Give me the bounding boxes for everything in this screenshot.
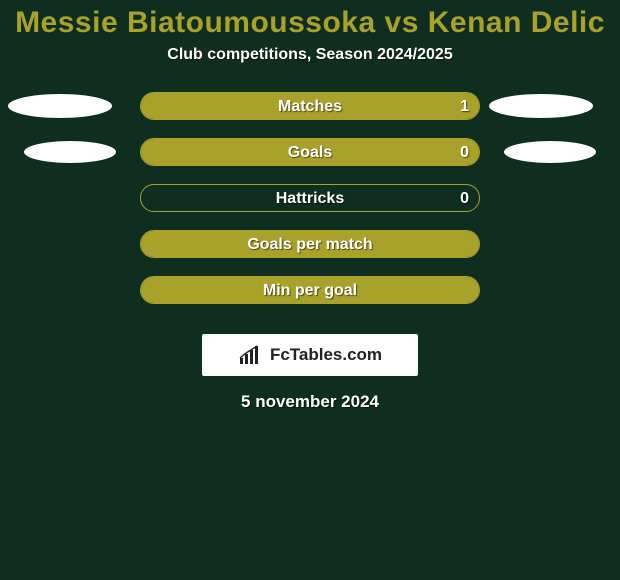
stat-row: 0Goals	[0, 138, 620, 184]
stat-bar-left-segment	[141, 93, 242, 119]
stat-label: Hattricks	[141, 185, 479, 212]
subtitle: Club competitions, Season 2024/2025	[0, 46, 620, 64]
player-marker	[489, 94, 593, 118]
stat-row: 1Matches	[0, 92, 620, 138]
stat-bar-left-segment	[141, 231, 479, 257]
stat-bar: 1Matches	[140, 92, 480, 120]
stat-bar-left-segment	[141, 277, 479, 303]
stat-bar: 0Hattricks	[140, 184, 480, 212]
player-marker	[504, 141, 596, 163]
stat-bar: 0Goals	[140, 138, 480, 166]
stat-bar: Goals per match	[140, 230, 480, 258]
generated-date: 5 november 2024	[0, 392, 620, 412]
bars-chart-icon	[238, 344, 264, 366]
brand-box: FcTables.com	[202, 334, 418, 376]
stat-row: Goals per match	[0, 230, 620, 276]
stat-right-value: 1	[450, 93, 479, 120]
stat-bar: Min per goal	[140, 276, 480, 304]
stat-right-value: 0	[450, 139, 479, 166]
bars-zone: 1Matches0Goals0HattricksGoals per matchM…	[0, 92, 620, 322]
stat-bar-left-segment	[141, 139, 479, 165]
player-marker	[8, 94, 112, 118]
stat-row: 0Hattricks	[0, 184, 620, 230]
stat-row: Min per goal	[0, 276, 620, 322]
stat-bar-right-segment	[242, 93, 479, 119]
stat-right-value: 0	[450, 185, 479, 212]
comparison-infographic: Messie Biatoumoussoka vs Kenan Delic Clu…	[0, 0, 620, 580]
page-title: Messie Biatoumoussoka vs Kenan Delic	[0, 0, 620, 40]
brand-text: FcTables.com	[270, 345, 382, 365]
player-marker	[24, 141, 116, 163]
